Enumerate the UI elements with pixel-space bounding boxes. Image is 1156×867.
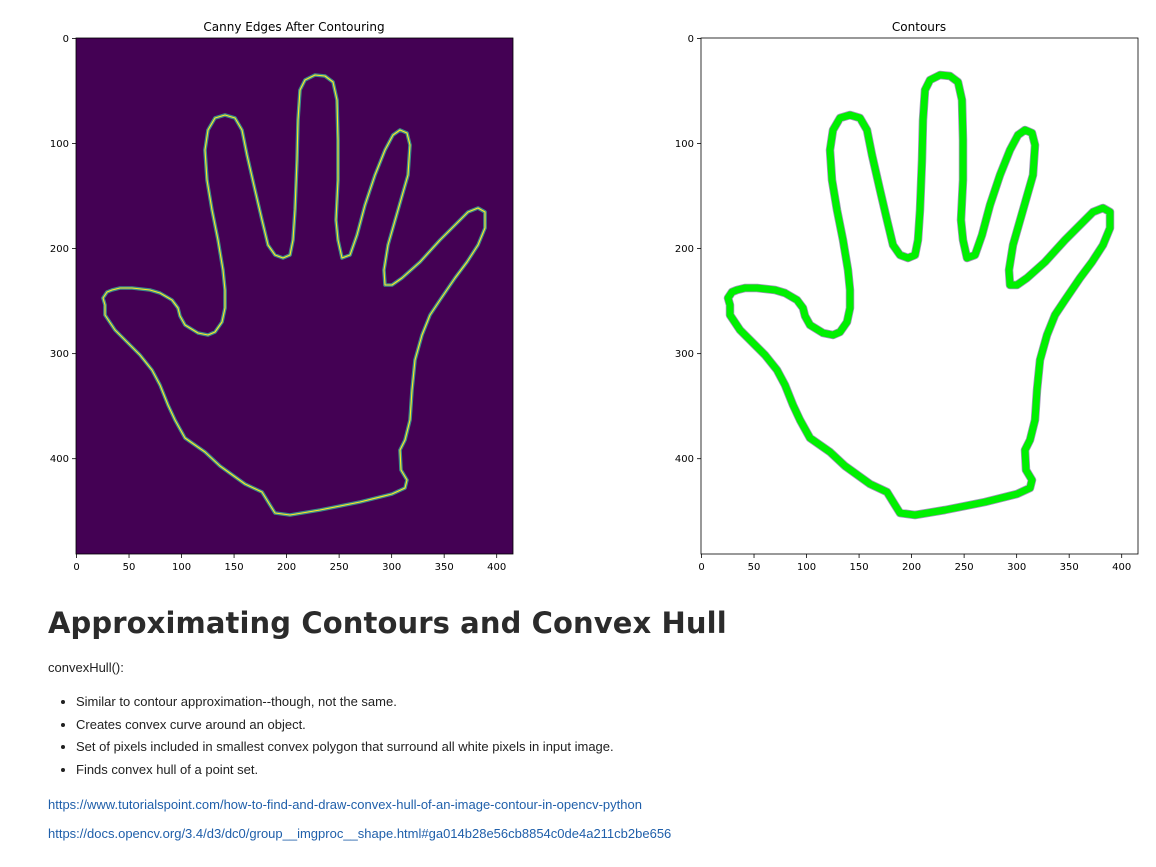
right-x-tick-label: 300 xyxy=(1007,562,1026,573)
left-x-tick-label: 100 xyxy=(172,562,191,573)
left-y-tick-label: 200 xyxy=(50,244,69,255)
right-x-tick-label: 250 xyxy=(955,562,974,573)
right-axes: 0 50 100 150 200 250 300 350 400 0 100 200 300 400 xyxy=(675,34,1131,573)
right-y-tick-label: 200 xyxy=(675,244,694,255)
right-x-tick-label: 200 xyxy=(902,562,921,573)
list-item: Creates convex curve around an object. xyxy=(76,714,1128,737)
left-y-tick-label: 100 xyxy=(50,139,69,150)
right-x-tick-label: 400 xyxy=(1112,562,1131,573)
right-y-tick-label: 100 xyxy=(675,139,694,150)
left-x-tick-label: 250 xyxy=(330,562,349,573)
list-item: Finds convex hull of a point set. xyxy=(76,759,1128,782)
right-plot-title: Contours xyxy=(892,20,946,34)
bullet-list: Similar to contour approximation--though… xyxy=(48,691,1128,781)
right-plot-frame xyxy=(700,37,1139,555)
link-tutorialspoint[interactable]: https://www.tutorialspoint.com/how-to-fi… xyxy=(48,797,642,812)
right-y-tick-label: 400 xyxy=(675,454,694,465)
left-axes: 0 50 100 150 200 250 300 350 400 0 100 200 300 400 xyxy=(50,34,506,573)
article-lead: convexHull(): xyxy=(48,660,124,675)
left-y-tick-label: 300 xyxy=(50,349,69,360)
right-x-tick-label: 350 xyxy=(1060,562,1079,573)
right-x-tick-label: 150 xyxy=(850,562,869,573)
left-plot-frame xyxy=(75,37,514,555)
left-x-tick-label: 0 xyxy=(73,562,79,573)
left-y-tick-label: 0 xyxy=(63,34,69,45)
right-x-tick-label: 100 xyxy=(797,562,816,573)
left-x-tick-label: 400 xyxy=(487,562,506,573)
left-y-tick-label: 400 xyxy=(50,454,69,465)
right-x-tick-label: 50 xyxy=(748,562,761,573)
left-plot-area xyxy=(76,38,513,554)
figure: Canny Edges After Contouring 0 50 100 150 20… xyxy=(50,20,1139,573)
left-x-tick-label: 50 xyxy=(123,562,136,573)
left-x-tick-label: 350 xyxy=(435,562,454,573)
left-x-tick-label: 200 xyxy=(277,562,296,573)
list-item: Similar to contour approximation--though… xyxy=(76,691,1128,714)
list-item: Set of pixels included in smallest conve… xyxy=(76,736,1128,759)
right-y-tick-label: 300 xyxy=(675,349,694,360)
article-heading: Approximating Contours and Convex Hull xyxy=(48,606,727,640)
left-x-tick-label: 300 xyxy=(382,562,401,573)
link-opencv-docs[interactable]: https://docs.opencv.org/3.4/d3/dc0/group… xyxy=(48,826,672,841)
right-y-tick-label: 0 xyxy=(688,34,694,45)
article: Approximating Contours and Convex Hull c… xyxy=(48,600,1128,855)
right-x-tick-label: 0 xyxy=(698,562,704,573)
left-plot-title: Canny Edges After Contouring xyxy=(203,20,384,34)
left-x-tick-label: 150 xyxy=(225,562,244,573)
